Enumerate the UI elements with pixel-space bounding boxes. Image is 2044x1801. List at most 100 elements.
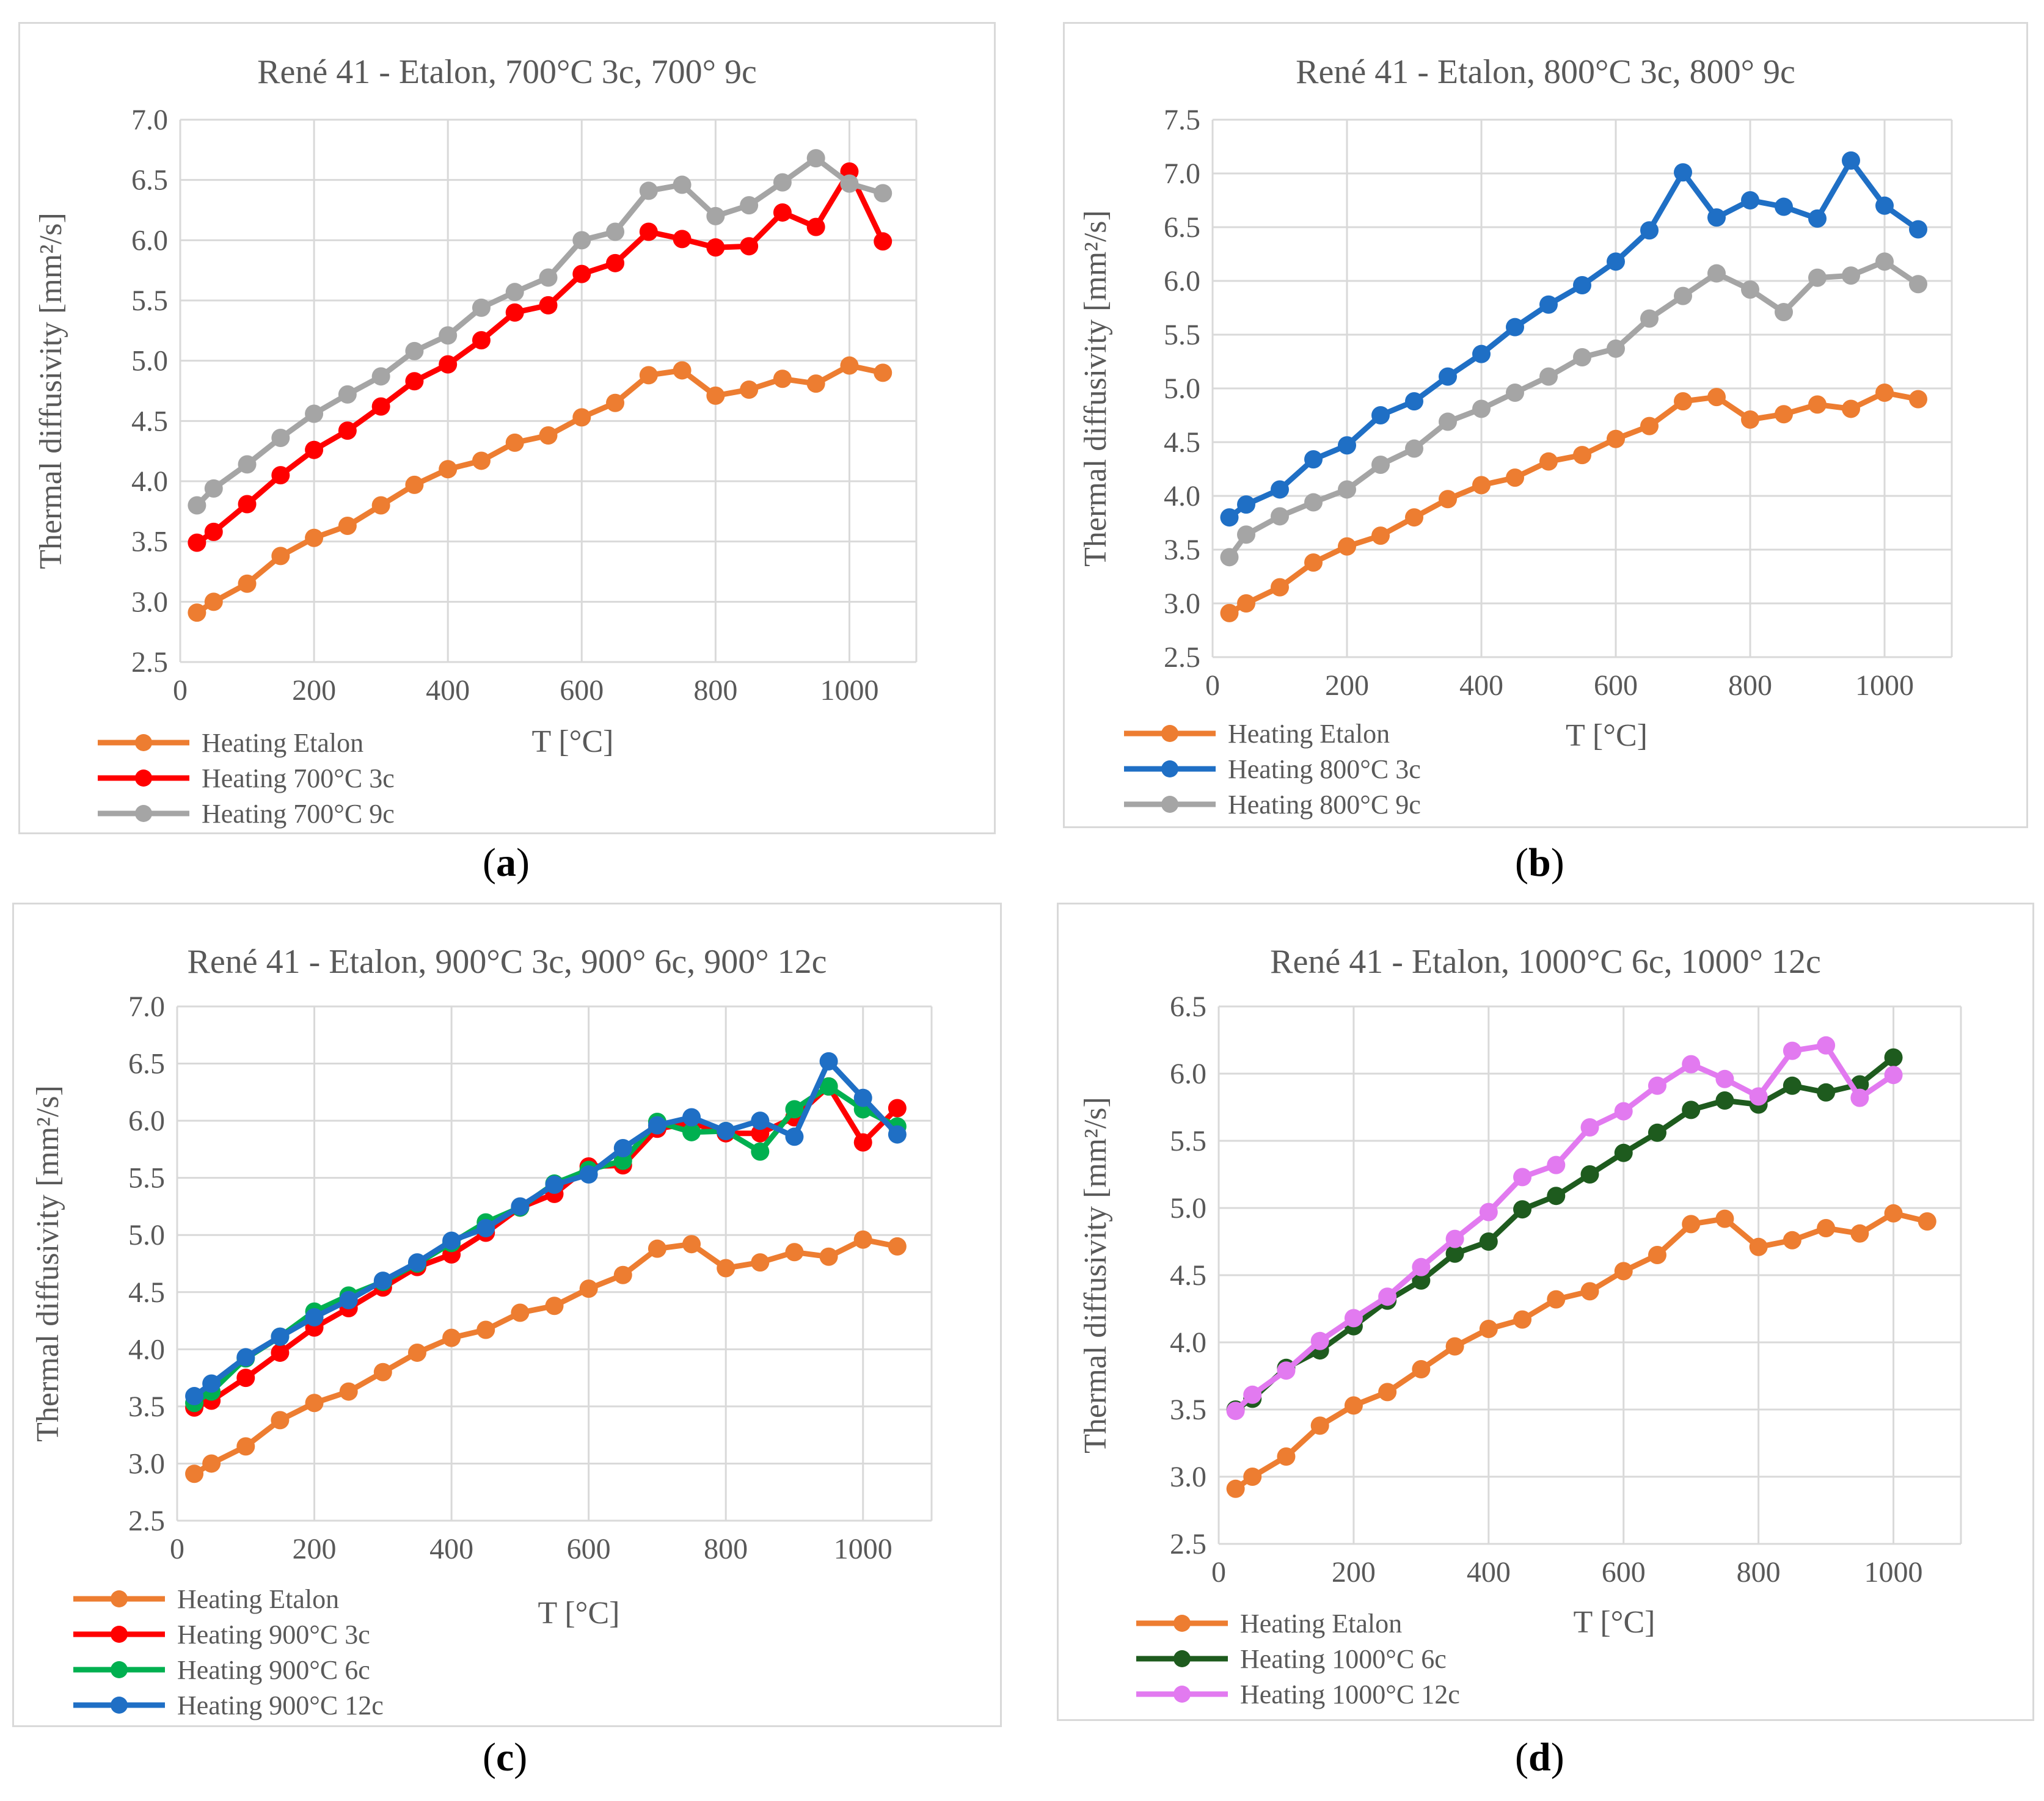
data-point — [305, 440, 324, 459]
series-line — [1233, 1042, 1896, 1413]
y-tick-label: 6.5 — [131, 164, 168, 197]
data-point — [371, 496, 390, 515]
data-point — [853, 1133, 872, 1152]
y-tick-label: 5.5 — [131, 285, 168, 317]
y-tick-label: 3.5 — [1170, 1394, 1206, 1426]
data-point — [1338, 537, 1356, 556]
data-point — [1884, 1066, 1903, 1085]
data-point — [1640, 417, 1659, 435]
data-point — [1344, 1309, 1363, 1328]
data-point — [1405, 392, 1423, 411]
data-point — [1378, 1287, 1397, 1306]
y-axis-label: Thermal diffusivity [mm²/s] — [31, 1085, 65, 1442]
chart-title: René 41 - Etalon, 700°C 3c, 700° 9c — [257, 53, 757, 91]
y-tick-label: 4.0 — [128, 1333, 165, 1366]
data-point — [1412, 1257, 1431, 1276]
data-point — [1783, 1041, 1801, 1060]
y-tick-label: 4.0 — [1170, 1326, 1206, 1359]
data-point — [476, 1320, 495, 1339]
chart-frame — [18, 22, 996, 834]
data-point — [874, 363, 892, 382]
data-point — [606, 393, 625, 412]
data-point — [673, 361, 692, 380]
data-point — [1817, 1083, 1836, 1102]
data-point — [1479, 1232, 1498, 1251]
data-point — [572, 231, 591, 250]
data-point — [1237, 495, 1255, 514]
x-axis-label: T [°C] — [538, 1596, 620, 1631]
data-point — [606, 222, 625, 241]
data-point — [1513, 1200, 1532, 1219]
data-point — [1237, 594, 1255, 613]
data-point — [1715, 1209, 1734, 1228]
data-point — [1547, 1155, 1566, 1174]
data-point — [1918, 1212, 1936, 1231]
data-point — [1445, 1337, 1464, 1356]
x-axis-label: T [°C] — [532, 724, 614, 759]
data-point — [806, 149, 825, 168]
data-point — [706, 238, 725, 257]
series-line — [195, 363, 884, 615]
caption-d-open: ( — [1515, 1735, 1528, 1780]
data-point — [1513, 1168, 1532, 1187]
data-point — [238, 455, 257, 474]
data-point — [1304, 493, 1323, 512]
data-point — [853, 1088, 872, 1107]
legend-label: Heating 800°C 3c — [1228, 754, 1421, 784]
data-point — [202, 1374, 221, 1393]
data-point — [1741, 280, 1759, 299]
data-point — [1674, 286, 1692, 305]
legend-marker — [1173, 1686, 1191, 1703]
data-point — [1539, 452, 1558, 471]
series-4 — [185, 1052, 907, 1406]
series-line — [192, 1058, 900, 1399]
data-point — [874, 184, 892, 203]
x-tick-label: 600 — [1594, 669, 1638, 702]
y-tick-label: 4.0 — [1164, 480, 1200, 512]
data-point — [188, 603, 206, 622]
data-point — [1412, 1271, 1431, 1290]
data-point — [751, 1142, 770, 1161]
x-tick-label: 200 — [1325, 669, 1369, 702]
chart-svg-c: René 41 - Etalon, 900°C 3c, 900° 6c, 900… — [31, 943, 933, 1720]
data-point — [773, 203, 792, 222]
data-point — [1472, 399, 1491, 418]
data-point — [1277, 1447, 1296, 1466]
y-tick-label: 7.0 — [1164, 158, 1200, 190]
caption-b-close: ) — [1550, 840, 1564, 885]
data-point — [773, 173, 792, 192]
series-1 — [1226, 1204, 1936, 1498]
data-point — [706, 386, 725, 405]
caption-b-letter: b — [1528, 840, 1551, 885]
series-3 — [1220, 252, 1927, 567]
data-point — [579, 1165, 598, 1184]
data-point — [505, 433, 524, 452]
data-point — [545, 1175, 564, 1194]
data-point — [1580, 1282, 1599, 1301]
x-tick-label: 1000 — [1864, 1556, 1923, 1588]
series-1 — [1220, 384, 1927, 622]
chart-frame — [1063, 22, 2028, 828]
series-line — [195, 155, 884, 508]
y-tick-label: 2.5 — [128, 1505, 165, 1537]
data-point — [1513, 1310, 1532, 1329]
data-point — [1842, 399, 1860, 418]
caption-a-letter: a — [495, 840, 516, 885]
y-tick-label: 6.0 — [1164, 265, 1200, 297]
data-point — [472, 451, 491, 470]
legend-marker — [1173, 1615, 1191, 1632]
legend-label: Heating 1000°C 6c — [1240, 1644, 1447, 1674]
chart-svg-a: René 41 - Etalon, 700°C 3c, 700° 9c 2.5 3.… — [34, 53, 918, 829]
legend-label: Heating Etalon — [1228, 719, 1390, 749]
y-tick-label: 4.5 — [128, 1276, 165, 1309]
data-point — [1573, 446, 1591, 465]
x-tick-label: 800 — [1728, 669, 1772, 702]
y-tick-label: 3.0 — [131, 586, 168, 618]
data-point — [1909, 275, 1927, 294]
data-point — [648, 1239, 666, 1258]
data-point — [1547, 1290, 1566, 1309]
data-point — [1580, 1118, 1599, 1137]
data-point — [505, 283, 524, 302]
data-point — [1640, 221, 1659, 240]
data-point — [1875, 384, 1894, 402]
